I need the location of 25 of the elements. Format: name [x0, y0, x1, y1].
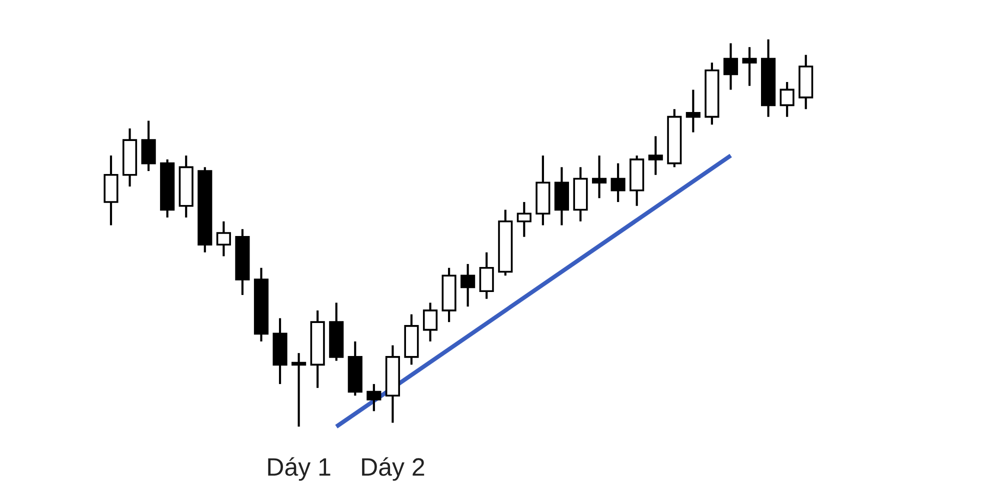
text: Dáy 2 [362, 457, 424, 481]
candlestick [254, 266, 269, 342]
candlestick [723, 42, 738, 91]
candlestick [104, 154, 118, 226]
candlestick [385, 344, 400, 424]
candlestick [610, 162, 626, 204]
candlestick [460, 262, 476, 308]
candlestick [122, 127, 138, 188]
candlestick [422, 302, 438, 342]
candlestick [178, 154, 194, 219]
candlestick [648, 135, 663, 176]
candlestick [516, 200, 532, 238]
candlestick [761, 38, 776, 118]
candlestick [592, 154, 607, 200]
candlestick [272, 317, 288, 386]
candlestick [742, 46, 757, 87]
candlestick [216, 220, 231, 258]
candlestick [292, 352, 306, 428]
candlestick [686, 88, 700, 134]
candlestick [798, 54, 814, 110]
candlestick [554, 166, 570, 226]
candlestick [310, 309, 325, 389]
text: Dáy 1 [268, 457, 330, 481]
candlestick [536, 154, 550, 226]
candlestick [573, 166, 588, 222]
